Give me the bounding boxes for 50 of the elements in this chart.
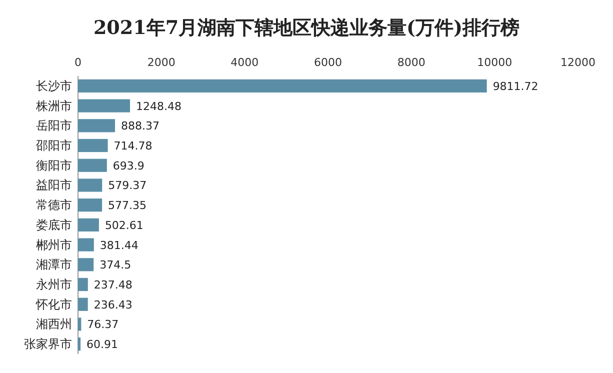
- data-label: 577.35: [108, 199, 147, 212]
- bar: [78, 318, 82, 331]
- y-tick-label: 益阳市: [36, 178, 72, 192]
- y-tick-label: 张家界市: [24, 337, 72, 352]
- data-label: 888.37: [121, 120, 160, 133]
- y-tick-label: 郴州市: [36, 238, 72, 252]
- x-tick-label: 10000: [477, 56, 512, 69]
- y-tick-label: 株洲市: [35, 98, 72, 113]
- y-tick-label: 怀化市: [35, 297, 72, 312]
- data-label: 237.48: [94, 278, 132, 292]
- data-label: 381.44: [100, 238, 138, 252]
- y-tick-label: 湘西州: [36, 317, 72, 332]
- bar: [78, 99, 130, 112]
- data-label: 374.5: [100, 258, 132, 272]
- bar: [78, 158, 107, 172]
- y-tick-label: 邵阳市: [36, 138, 72, 152]
- y-tick-label: 娄底市: [36, 218, 72, 232]
- y-tick-label: 湘潭市: [36, 258, 72, 272]
- data-label: 1248.48: [136, 100, 182, 113]
- data-label: 579.37: [108, 179, 147, 192]
- bar: [78, 218, 99, 232]
- bar: [78, 258, 94, 272]
- x-tick-label: 12000: [560, 56, 596, 69]
- x-tick-label: 6000: [314, 56, 342, 69]
- bar: [78, 119, 116, 132]
- bar: [78, 198, 102, 212]
- data-label: 693.9: [112, 159, 144, 172]
- bar: [78, 178, 102, 192]
- x-tick-label: 0: [74, 56, 82, 69]
- y-tick-label: 岳阳市: [36, 118, 72, 133]
- bar: [78, 79, 487, 92]
- x-tick-label: 8000: [397, 56, 426, 69]
- data-label: 76.37: [87, 318, 119, 332]
- bar: [78, 138, 108, 152]
- y-tick-label: 常德市: [36, 198, 72, 212]
- chart-title: 2021年7月湖南下辖地区快递业务量(万件)排行榜: [93, 17, 520, 39]
- bar: [78, 298, 88, 311]
- data-label: 502.61: [104, 218, 144, 232]
- x-tick-label: 4000: [230, 56, 259, 69]
- y-tick-label: 长沙市: [36, 78, 72, 93]
- data-label: 236.43: [94, 298, 132, 312]
- x-tick-label: 2000: [147, 56, 176, 69]
- data-label: 9811.72: [492, 80, 538, 93]
- data-label: 60.91: [86, 338, 118, 352]
- y-tick-label: 衡阳市: [36, 158, 72, 172]
- bar: [78, 338, 81, 351]
- bar: [78, 238, 94, 252]
- bar: [78, 278, 88, 292]
- data-label: 714.78: [114, 140, 152, 152]
- y-tick-label: 永州市: [36, 278, 72, 292]
